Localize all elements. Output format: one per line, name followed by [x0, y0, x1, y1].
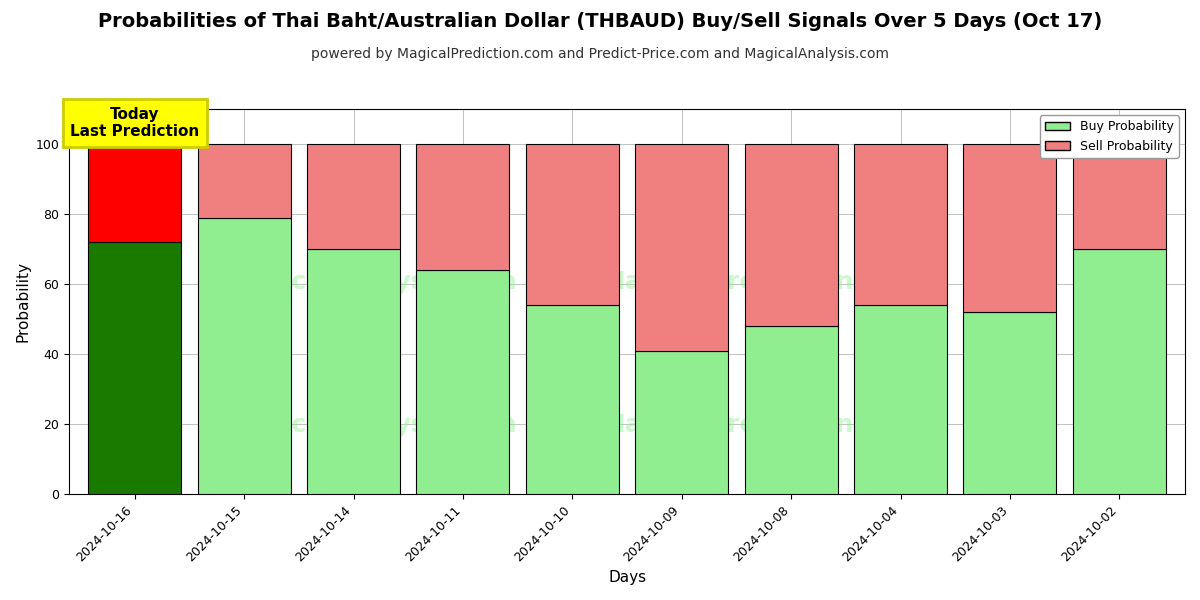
Text: MagicalAnalysis.com: MagicalAnalysis.com [223, 413, 517, 437]
Bar [89, 242, 181, 494]
Bar [635, 144, 728, 350]
X-axis label: Days: Days [608, 570, 646, 585]
Bar [964, 312, 1056, 494]
Bar [416, 144, 510, 270]
Bar [307, 249, 400, 494]
Bar [635, 350, 728, 494]
Bar [89, 144, 181, 242]
Text: MagicalAnalysis.com: MagicalAnalysis.com [223, 271, 517, 295]
Bar [1073, 249, 1166, 494]
Bar [745, 326, 838, 494]
Text: Probabilities of Thai Baht/Australian Dollar (THBAUD) Buy/Sell Signals Over 5 Da: Probabilities of Thai Baht/Australian Do… [98, 12, 1102, 31]
Text: powered by MagicalPrediction.com and Predict-Price.com and MagicalAnalysis.com: powered by MagicalPrediction.com and Pre… [311, 47, 889, 61]
Bar [854, 144, 947, 305]
Bar [1073, 144, 1166, 249]
Legend: Buy Probability, Sell Probability: Buy Probability, Sell Probability [1040, 115, 1178, 158]
Text: MagicalPrediction.com: MagicalPrediction.com [600, 413, 922, 437]
Bar [964, 144, 1056, 312]
Bar [526, 144, 619, 305]
Bar [526, 305, 619, 494]
Bar [198, 144, 290, 218]
Y-axis label: Probability: Probability [16, 261, 30, 342]
Text: MagicalPrediction.com: MagicalPrediction.com [600, 271, 922, 295]
Bar [198, 218, 290, 494]
Bar [854, 305, 947, 494]
Bar [416, 270, 510, 494]
Text: Today
Last Prediction: Today Last Prediction [70, 107, 199, 139]
Bar [307, 144, 400, 249]
Bar [745, 144, 838, 326]
